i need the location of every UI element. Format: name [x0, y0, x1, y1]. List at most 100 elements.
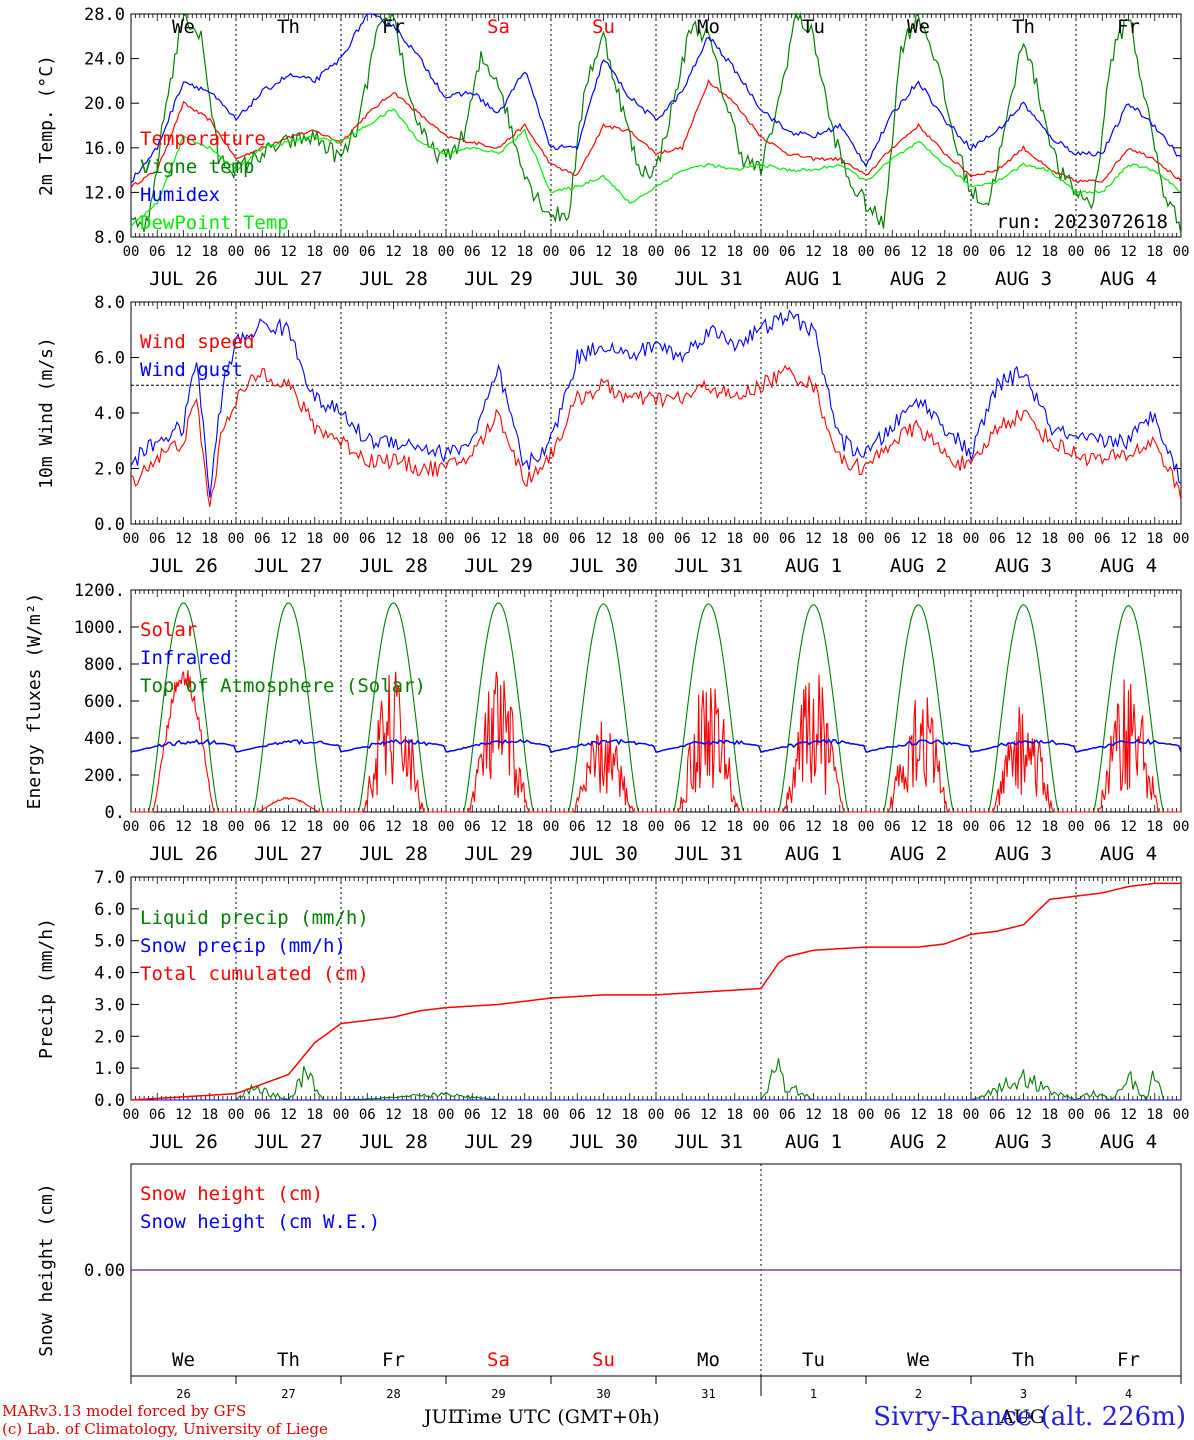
hour-label: 12 — [490, 244, 507, 260]
hour-label: 12 — [700, 531, 717, 547]
date-label: AUG 3 — [995, 1131, 1052, 1153]
panel-1: 00 06 12 18 00 06 12 18 00 06 12 18 00 06 12 18 00 06 12 18… — [36, 5, 1189, 290]
month-label-aug: AUG — [1000, 1406, 1045, 1428]
hour-label: 12 — [280, 819, 297, 835]
hour-label: 12 — [385, 531, 402, 547]
hour-label: 18 — [831, 531, 848, 547]
panel-3: 00 06 12 18 00 06 12 18 00 06 12 18 00 06 12 18 00 06 12 18… — [24, 581, 1189, 865]
hour-label: 18 — [936, 531, 953, 547]
hour-label: 06 — [1094, 1107, 1111, 1123]
weekday-label: Su — [592, 16, 615, 38]
hour-label: 12 — [175, 1107, 192, 1123]
run-label: run: 2023072618 — [996, 211, 1168, 233]
y-tick-label: 0.0 — [94, 1091, 125, 1111]
series-line-wind-speed — [130, 364, 1182, 507]
date-label: JUL 28 — [359, 268, 428, 290]
series-line-infrared — [130, 738, 1182, 754]
date-label: JUL 31 — [674, 843, 743, 865]
date-label: JUL 27 — [254, 555, 323, 577]
hour-label: 00 — [333, 531, 350, 547]
hour-label: 00 — [1173, 531, 1190, 547]
hour-label: 06 — [1094, 244, 1111, 260]
hour-label: 18 — [831, 1107, 848, 1123]
hour-label: 06 — [989, 531, 1006, 547]
hour-label: 00 — [438, 531, 455, 547]
legend-entry: Liquid precip (mm/h) — [140, 907, 369, 929]
legend-entry: Snow height (cm) — [140, 1183, 323, 1205]
hour-label: 18 — [726, 244, 743, 260]
hour-label: 00 — [543, 1107, 560, 1123]
hour-label: 18 — [726, 1107, 743, 1123]
y-tick-label: 800. — [84, 655, 125, 675]
hour-label: 18 — [936, 244, 953, 260]
date-label: JUL 26 — [149, 555, 218, 577]
hour-label: 12 — [700, 1107, 717, 1123]
hour-label: 00 — [123, 244, 140, 260]
date-label: AUG 4 — [1100, 1131, 1157, 1153]
date-label: JUL 26 — [149, 268, 218, 290]
time-axis-label: Time UTC (GMT+0h) — [454, 1406, 660, 1428]
hour-label: 06 — [254, 1107, 271, 1123]
hour-label: 00 — [858, 1107, 875, 1123]
hour-label: 00 — [543, 819, 560, 835]
y-tick-label: 7.0 — [94, 868, 125, 888]
hour-label: 18 — [726, 531, 743, 547]
date-label: AUG 2 — [890, 268, 947, 290]
date-label: AUG 2 — [890, 1131, 947, 1153]
lab-credit: (c) Lab. of Climatology, University of L… — [2, 1420, 328, 1438]
hour-label: 18 — [201, 1107, 218, 1123]
date-label: AUG 1 — [785, 843, 842, 865]
y-tick-label: 8.0 — [94, 228, 125, 248]
date-label: JUL 30 — [569, 268, 638, 290]
hour-label: 06 — [464, 819, 481, 835]
day-number: 3 — [1020, 1387, 1027, 1401]
hour-label: 00 — [648, 531, 665, 547]
y-tick-label: 16.0 — [84, 139, 125, 159]
hour-label: 06 — [884, 1107, 901, 1123]
y-tick-label: 20.0 — [84, 94, 125, 114]
y-tick-label: 1.0 — [94, 1059, 125, 1079]
hour-label: 00 — [753, 531, 770, 547]
hour-label: 12 — [805, 531, 822, 547]
y-tick-label: 0.0 — [94, 515, 125, 535]
hour-label: 00 — [1173, 819, 1190, 835]
date-label: AUG 4 — [1100, 843, 1157, 865]
hour-label: 12 — [1015, 531, 1032, 547]
hour-label: 12 — [1120, 244, 1137, 260]
hour-label: 12 — [1120, 819, 1137, 835]
weekday-label: Sa — [487, 16, 510, 38]
hour-label: 00 — [648, 819, 665, 835]
y-tick-label: 28.0 — [84, 5, 125, 25]
date-label: JUL 30 — [569, 843, 638, 865]
hour-label: 18 — [201, 244, 218, 260]
weekday-label: Th — [277, 16, 300, 38]
y-tick-label: 0.00 — [84, 1261, 125, 1281]
y-tick-label: 0. — [105, 803, 125, 823]
hour-label: 18 — [1146, 244, 1163, 260]
weekday-label: Th — [1012, 1349, 1035, 1371]
y-tick-label: 3.0 — [94, 995, 125, 1015]
y-tick-label: 12.0 — [84, 183, 125, 203]
weekday-label: Tu — [802, 16, 825, 38]
hour-label: 12 — [805, 244, 822, 260]
hour-label: 00 — [438, 244, 455, 260]
y-tick-label: 1200. — [74, 581, 125, 601]
hour-label: 06 — [779, 244, 796, 260]
hour-label: 06 — [149, 531, 166, 547]
hour-label: 18 — [936, 819, 953, 835]
hour-label: 06 — [359, 531, 376, 547]
date-label: JUL 28 — [359, 843, 428, 865]
hour-label: 06 — [359, 244, 376, 260]
weekday-label: Mo — [697, 16, 720, 38]
hour-label: 12 — [910, 819, 927, 835]
hour-label: 00 — [228, 531, 245, 547]
hour-label: 06 — [569, 1107, 586, 1123]
series-line-temperature — [130, 78, 1182, 189]
hour-label: 00 — [753, 244, 770, 260]
legend-entry: Total cumulated (cm) — [140, 963, 369, 985]
hour-label: 18 — [306, 819, 323, 835]
date-label: JUL 31 — [674, 555, 743, 577]
hour-label: 18 — [831, 244, 848, 260]
y-axis-label: 2m Temp. (°C) — [36, 55, 57, 196]
y-tick-label: 6.0 — [94, 349, 125, 369]
